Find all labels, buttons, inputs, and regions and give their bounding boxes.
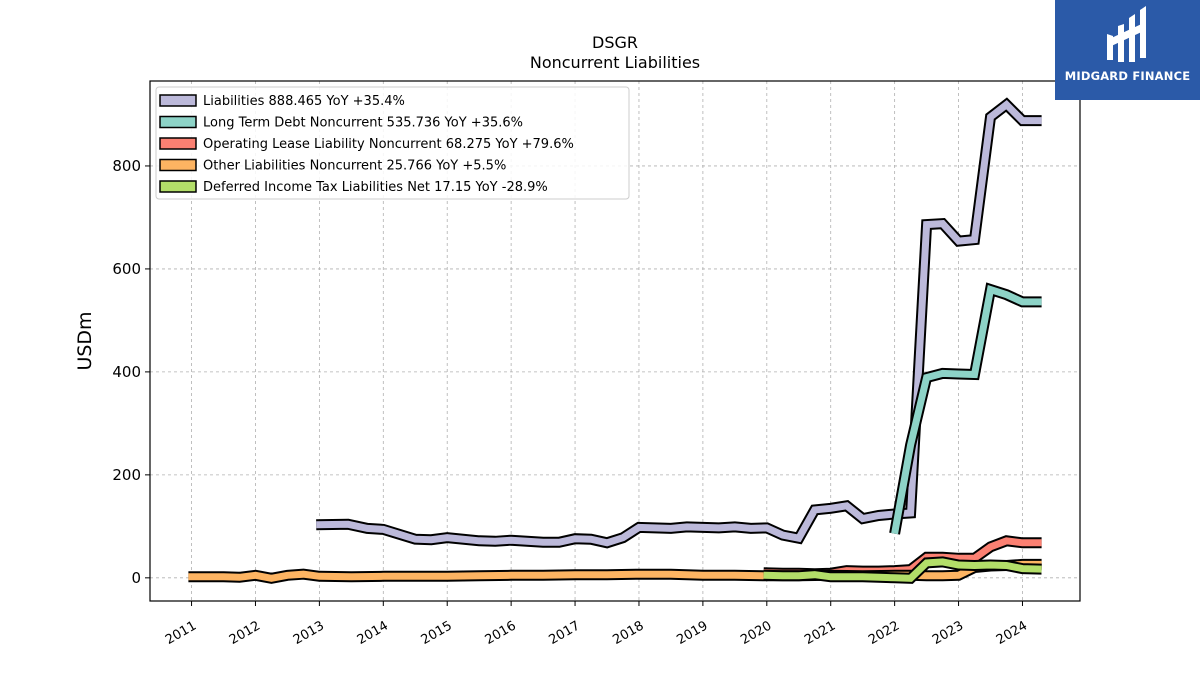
x-tick-label: 2020	[738, 618, 774, 648]
plot-area-frame	[149, 80, 1081, 602]
y-axis-label: USDm	[74, 311, 96, 370]
x-tick-label: 2018	[610, 618, 646, 648]
series-layer	[188, 97, 1042, 584]
legend-label: Operating Lease Liability Noncurrent 68.…	[203, 137, 574, 152]
y-tick-label: 0	[131, 569, 141, 587]
series-line	[188, 560, 1042, 582]
chart-subtitle: Noncurrent Liabilities	[530, 53, 700, 72]
y-tick-label: 800	[112, 157, 141, 175]
legend-label: Deferred Income Tax Liabilities Net 17.1…	[203, 180, 548, 195]
series-line	[316, 100, 1042, 547]
brand-logo: MIDGARD FINANCE	[1055, 0, 1200, 100]
chart-title: DSGR	[592, 33, 638, 52]
series-3	[188, 558, 1042, 584]
legend-swatch	[159, 180, 197, 193]
x-tick-label: 2015	[419, 618, 455, 648]
legend-label: Liabilities 888.465 YoY +35.4%	[203, 94, 405, 109]
series-0	[316, 97, 1042, 549]
y-tick-label: 400	[112, 363, 141, 381]
legend: Liabilities 888.465 YoY +35.4% Long Term …	[155, 86, 630, 200]
legend-swatch	[159, 137, 197, 150]
legend-label: Other Liabilities Noncurrent 25.766 YoY …	[203, 159, 506, 174]
y-tick-label: 600	[112, 260, 141, 278]
series-line	[891, 284, 1042, 535]
x-tick-label: 2022	[866, 618, 902, 648]
x-tick-label: 2013	[291, 618, 327, 648]
legend-frame	[155, 86, 630, 200]
legend-swatch	[159, 158, 197, 172]
x-tick-label: 2014	[355, 618, 391, 648]
x-tick-label: 2016	[483, 618, 519, 648]
x-tick-label: 2024	[994, 618, 1030, 648]
x-tick-label: 2023	[930, 618, 966, 648]
x-tick-label: 2019	[674, 618, 710, 648]
y-tick-label: 200	[112, 466, 141, 484]
legend-label: Long Term Debt Noncurrent 535.736 YoY +3…	[203, 116, 523, 131]
legend-swatch	[159, 115, 197, 129]
x-tick-label: 2021	[802, 618, 838, 648]
legend-swatch	[159, 94, 197, 107]
x-tick-label: 2012	[227, 618, 263, 648]
series-line	[763, 558, 1042, 582]
midgard-logo-icon	[1107, 6, 1146, 62]
brand-name: MIDGARD FINANCE	[1064, 69, 1191, 83]
series-1	[889, 282, 1042, 535]
series-4	[763, 556, 1042, 584]
x-tick-label: 2011	[163, 618, 199, 648]
x-tick-label: 2017	[546, 618, 582, 648]
